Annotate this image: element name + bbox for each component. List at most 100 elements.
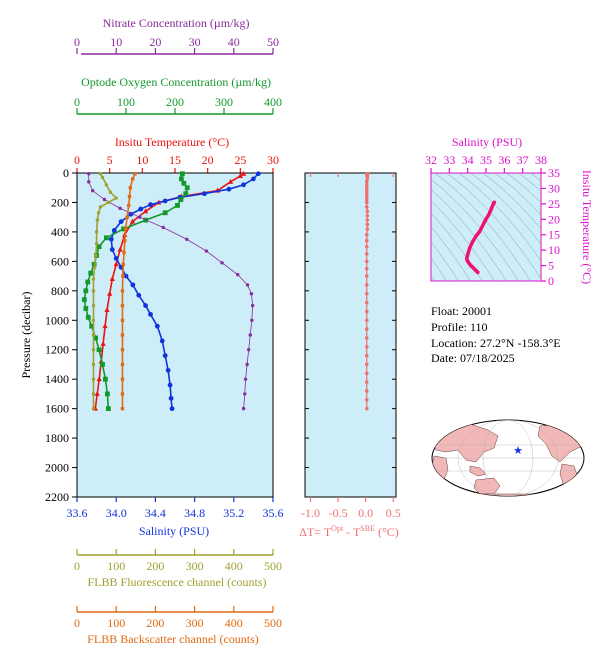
fluorescence-point [106, 200, 111, 205]
ts-contour [431, 179, 519, 281]
fluorescence-point [91, 348, 96, 352]
backscatter-point [120, 289, 125, 293]
backscatter-axis-tick-label: 400 [225, 616, 243, 630]
delta-t-plot-background [304, 172, 397, 498]
salinity-point [148, 311, 153, 317]
delta-t-tick-label: -1.0 [301, 506, 320, 520]
ts-contour [481, 173, 541, 230]
backscatter-axis: 0 100 200 300 400 500 FLBB Backscatter channe… [74, 606, 282, 646]
salinity-point [118, 264, 124, 270]
delta-t-point [364, 191, 369, 196]
nitrate-point [248, 333, 252, 337]
ts-temperature-tick-label: 15 [548, 228, 560, 242]
nitrate-point [87, 180, 91, 184]
salinity-point [168, 395, 174, 401]
ts-contour [433, 173, 531, 281]
backscatter-point [121, 274, 125, 278]
salinity-point [167, 382, 173, 388]
delta-t-point [364, 244, 369, 249]
delta-t-point [365, 213, 370, 218]
fluorescence-axis-tick-label: 100 [107, 559, 125, 573]
nitrate-axis-tick-label: 30 [189, 35, 201, 49]
ts-temperature-tick-label: 30 [548, 181, 560, 195]
oxygen-point [85, 279, 91, 285]
salinity-point [108, 236, 114, 242]
fluorescence-point [100, 175, 105, 180]
backscatter-point [120, 348, 125, 352]
delta-t-point [364, 371, 369, 376]
ts-diagram-background [430, 172, 542, 282]
temperature-axis-tick-label: 15 [169, 153, 181, 167]
fluorescence-axis-ticks: 0 100 200 300 400 500 [74, 549, 282, 573]
ts-contour [517, 173, 541, 192]
pressure-tick-label: 1400 [45, 372, 69, 386]
delta-t-point [364, 353, 369, 358]
delta-t-point [364, 389, 369, 393]
ts-contour [535, 168, 609, 291]
salinity-point [162, 353, 168, 359]
ts-contour [457, 173, 541, 262]
ts-salinity-tick-label: 32 [425, 153, 437, 167]
pressure-tick-label: 1200 [45, 343, 69, 357]
salinity-axis-title: Salinity (PSU) [139, 524, 209, 538]
fluorescence-point [94, 241, 99, 246]
delta-t-point [364, 274, 369, 278]
float-location-marker: ★ [513, 445, 523, 457]
oxygen-point [93, 335, 99, 341]
ts-salinity-tick-label: 37 [517, 153, 529, 167]
ts-contour [445, 173, 541, 279]
ts-point [464, 256, 469, 261]
backscatter-point [120, 362, 125, 367]
salinity-series [108, 171, 261, 412]
fluorescence-point [91, 362, 96, 367]
fluorescence-axis-tick-label: 0 [74, 559, 80, 573]
oxygen-point [179, 171, 185, 177]
fluorescence-point [91, 406, 96, 411]
backscatter-axis-tick-label: 500 [264, 616, 282, 630]
backscatter-point [120, 406, 125, 411]
temperature-axis-tick-label: 30 [267, 153, 279, 167]
backscatter-point [120, 303, 125, 308]
oxygen-point [178, 176, 184, 182]
ts-contour [431, 257, 447, 281]
ts-point [489, 206, 494, 211]
ts-point [470, 240, 475, 245]
delta-t-point [364, 200, 369, 205]
ts-temperature-tick-label: 35 [548, 166, 560, 180]
salinity-point [143, 303, 149, 308]
profile-series [81, 170, 261, 412]
nitrate-axis-title: Nitrate Concentration (µm/kg) [103, 16, 250, 30]
ts-contour [431, 226, 471, 281]
oxygen-point [96, 244, 102, 250]
delta-t-axis-title: ΔT= TOpt - TSBE (°C) [299, 524, 399, 539]
fluorescence-point [94, 230, 99, 234]
ts-salinity-ticks: 32 33 34 35 36 37 38 [425, 153, 547, 173]
oxygen-point [184, 185, 190, 191]
salinity-point [111, 228, 117, 233]
salinity-point [241, 182, 247, 188]
delta-t-point [364, 238, 369, 243]
nitrate-axis-tick-label: 10 [110, 35, 122, 49]
ts-salinity-tick-label: 33 [443, 153, 455, 167]
salinity-point [118, 219, 124, 225]
fluorescence-axis-title: FLBB Fluorescence channel (counts) [88, 575, 267, 589]
ts-point [477, 229, 482, 234]
salinity-point [148, 202, 153, 208]
nitrate-axis-tick-label: 20 [149, 35, 161, 49]
delta-t-point [364, 327, 369, 331]
salinity-axis-tick-label: 34.4 [145, 506, 166, 520]
oxygen-axis-tick-label: 100 [117, 95, 135, 109]
temperature-point [94, 390, 100, 396]
nitrate-point [90, 188, 95, 193]
nitrate-point [236, 272, 240, 277]
delta-t-plot: -1.0 -0.5 0.0 0.5 ΔT= TOpt - TSBE (°C) [299, 171, 401, 539]
delta-t-point [364, 336, 369, 340]
salinity-axis-ticks: 33.6 34.0 34.4 34.8 35.2 35.6 [67, 497, 284, 520]
delta-t-tick-label: 0.5 [386, 506, 401, 520]
oxygen-point [181, 180, 187, 186]
salinity-point [162, 198, 168, 204]
pressure-tick-label: 1800 [45, 431, 69, 445]
ts-contour [469, 173, 541, 245]
nitrate-series [87, 172, 255, 411]
salinity-axis-tick-label: 35.2 [223, 506, 244, 520]
